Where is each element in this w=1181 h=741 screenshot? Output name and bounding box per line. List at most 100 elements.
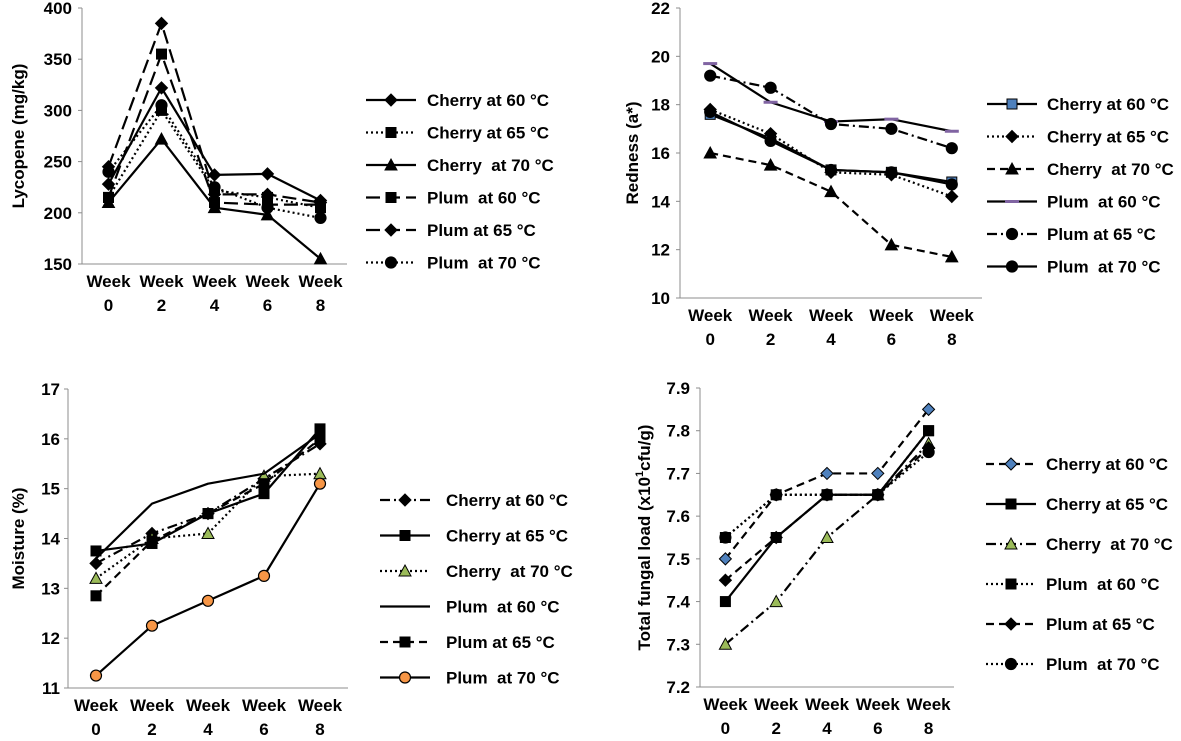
- legend-item: Cherry at 65 °C: [380, 527, 568, 546]
- legend-item: Plum at 70 °C: [986, 655, 1160, 674]
- series-line: [724, 430, 930, 539]
- data-point: [770, 488, 783, 501]
- data-point: [704, 69, 717, 82]
- data-point: [719, 596, 731, 608]
- data-point: [944, 249, 959, 263]
- y-tick-label: 13: [41, 579, 60, 598]
- data-point: [102, 165, 115, 178]
- y-tick-label: 17: [41, 380, 60, 399]
- legend-item: Cherry at 60 °C: [380, 491, 568, 510]
- data-point: [260, 187, 275, 202]
- series-6: [102, 99, 327, 225]
- legend-marker: [1004, 457, 1018, 471]
- x-tick-line: Week: [703, 695, 748, 714]
- data-point: [871, 466, 885, 481]
- y-tick-label: 20: [651, 47, 670, 66]
- legend-item: Cherry at 65 °C: [366, 124, 549, 143]
- series-4: [95, 432, 321, 560]
- y-tick-label: 12: [41, 629, 60, 648]
- legend-item: Plum at 70 °C: [987, 258, 1161, 277]
- x-tick-label: Week 8: [298, 696, 343, 739]
- legend-label: Cherry at 65 °C: [427, 124, 549, 143]
- legend-marker: [385, 127, 397, 138]
- legend-label: Plum at 60 °C: [1046, 575, 1160, 594]
- legend-marker: [1006, 98, 1018, 110]
- y-axis-label: Moisture (%): [9, 488, 28, 590]
- series-line: [95, 437, 321, 597]
- series-5: [90, 433, 326, 602]
- legend-item: Plum at 70 °C: [366, 254, 541, 273]
- data-point: [258, 478, 270, 490]
- legend-marker: [1005, 498, 1017, 510]
- x-tick-line: 2: [766, 330, 775, 349]
- x-tick-label: Week 2: [130, 696, 175, 739]
- legend-item: Plum at 70 °C: [380, 669, 560, 688]
- data-point: [154, 81, 169, 95]
- y-tick-label: 11: [42, 679, 60, 698]
- x-tick-line: Week: [139, 272, 184, 291]
- x-tick-label: Week 4: [186, 696, 231, 739]
- data-point: [261, 201, 274, 214]
- legend-label: Plum at 70 °C: [446, 669, 560, 688]
- data-point: [945, 142, 958, 155]
- y-tick-label: 7.8: [666, 422, 690, 441]
- data-point: [884, 117, 899, 121]
- legend-item: Cherry at 60 °C: [366, 91, 549, 110]
- y-tick-label: 300: [44, 101, 72, 120]
- x-tick-line: Week: [192, 272, 237, 291]
- data-point: [146, 535, 158, 547]
- series-5: [704, 69, 958, 155]
- legend-marker: [385, 192, 397, 203]
- data-point: [824, 117, 838, 131]
- data-point: [769, 530, 783, 545]
- x-tick-line: Week: [298, 696, 343, 715]
- data-point: [258, 488, 270, 500]
- x-tick-line: Week: [930, 306, 975, 325]
- x-tick-line: Week: [74, 696, 119, 715]
- legend-item: Cherry at 70 °C: [986, 535, 1173, 554]
- y-tick-label: 7.3: [666, 635, 690, 654]
- y-tick-label: 14: [651, 192, 670, 211]
- data-point: [820, 488, 834, 501]
- series-line: [107, 104, 321, 220]
- legend-marker: [398, 671, 412, 684]
- x-tick-label: Week 4: [809, 306, 854, 349]
- x-tick-label: Week 0: [688, 306, 733, 349]
- y-tick-label: 7.4: [666, 593, 690, 612]
- legend-item: Cherry at 70 °C: [987, 160, 1174, 179]
- data-point: [103, 191, 114, 203]
- x-tick-label: Week 6: [856, 695, 901, 738]
- data-point: [90, 590, 102, 602]
- data-point: [885, 122, 898, 135]
- data-point: [208, 181, 221, 194]
- series-line: [95, 432, 321, 560]
- x-tick-label: Week 0: [703, 695, 748, 738]
- x-tick-label: Week 2: [749, 306, 794, 349]
- legend-label: Cherry at 70 °C: [446, 562, 573, 581]
- x-tick-line: Week: [130, 696, 175, 715]
- data-point: [923, 425, 935, 437]
- series-line: [724, 430, 930, 603]
- data-point: [718, 637, 733, 650]
- legend-marker: [398, 493, 412, 507]
- x-tick-line: 4: [826, 330, 836, 349]
- x-tick-label: Week 8: [907, 695, 952, 738]
- data-point: [313, 477, 327, 490]
- data-point: [763, 158, 778, 171]
- y-tick-label: 250: [44, 153, 72, 172]
- data-point: [89, 556, 103, 571]
- series-2: [719, 425, 935, 608]
- data-point: [90, 545, 102, 557]
- legend-item: Cherry at 60 °C: [987, 95, 1169, 114]
- data-point: [313, 195, 328, 210]
- series-line: [709, 151, 953, 258]
- y-tick-label: 16: [651, 144, 670, 163]
- data-point: [313, 251, 328, 265]
- data-point: [820, 530, 834, 543]
- legend-marker: [384, 256, 398, 269]
- x-tick-label: Week 2: [754, 695, 799, 738]
- x-tick-line: Week: [298, 272, 343, 291]
- legend-item: Cherry at 60 °C: [986, 455, 1168, 474]
- legend-item: Plum at 60 °C: [380, 598, 560, 617]
